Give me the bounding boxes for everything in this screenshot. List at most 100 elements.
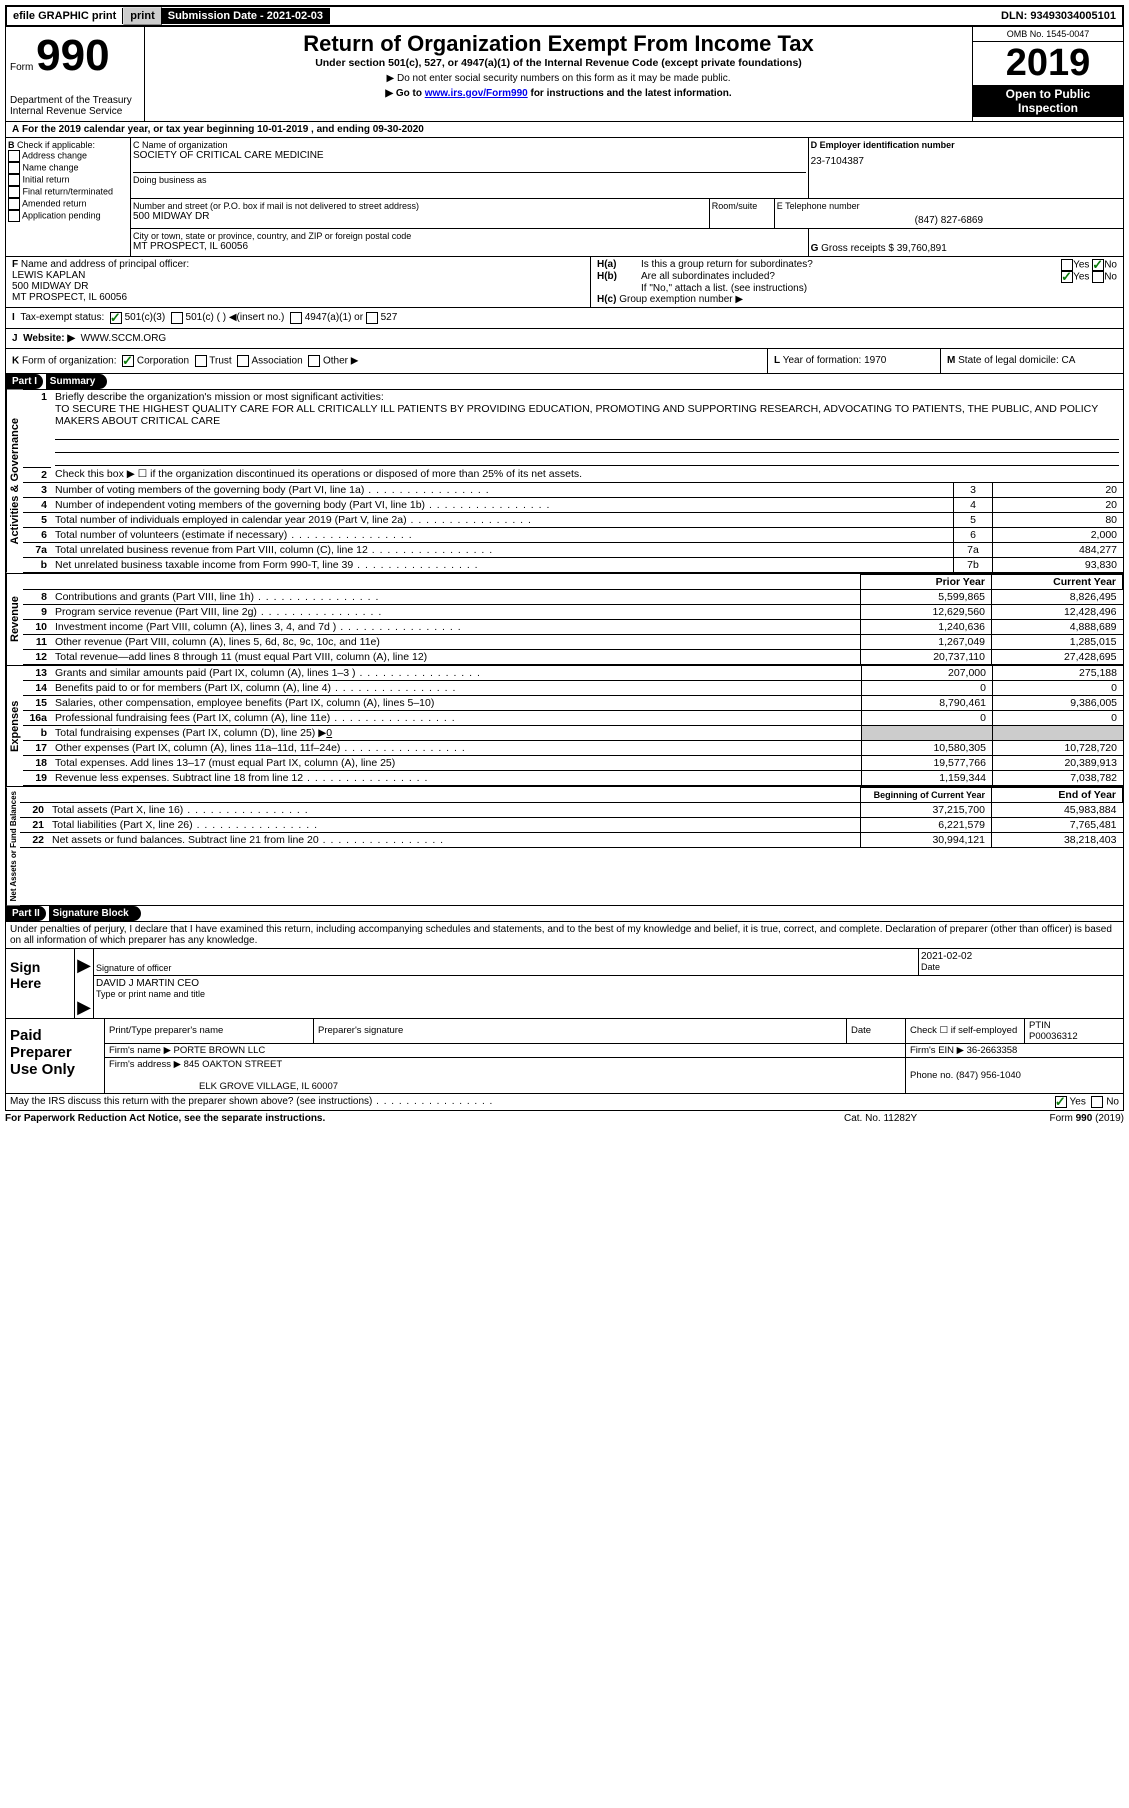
l12-prior: 20,737,110 bbox=[861, 649, 992, 664]
hb-no[interactable] bbox=[1092, 271, 1104, 283]
city: MT PROSPECT, IL 60056 bbox=[133, 241, 806, 252]
irs: Internal Revenue Service bbox=[10, 106, 140, 117]
l22-begin: 30,994,121 bbox=[861, 832, 992, 847]
officer-sig-label: Signature of officer bbox=[96, 963, 916, 973]
submission-date: Submission Date - 2021-02-03 bbox=[162, 8, 330, 24]
hb-yes[interactable] bbox=[1061, 271, 1073, 283]
l12-curr: 27,428,695 bbox=[992, 649, 1123, 664]
state-domicile: CA bbox=[1062, 355, 1076, 366]
l11-prior: 1,267,049 bbox=[861, 634, 992, 649]
form-ref: Form 990 (2019) bbox=[1004, 1113, 1124, 1124]
perjury-text: Under penalties of perjury, I declare th… bbox=[5, 922, 1124, 949]
l8-prior: 5,599,865 bbox=[861, 589, 992, 604]
l21-end: 7,765,481 bbox=[992, 817, 1123, 832]
hc-text: Group exemption number ▶ bbox=[619, 294, 743, 305]
line-2: Check this box ▶ ☐ if the organization d… bbox=[51, 467, 1123, 482]
row-j: J Website: ▶ WWW.SCCM.ORG bbox=[5, 329, 1124, 349]
discuss-row: May the IRS discuss this return with the… bbox=[5, 1094, 1124, 1111]
discuss-no[interactable] bbox=[1091, 1096, 1103, 1108]
l5-val: 80 bbox=[993, 512, 1124, 527]
org-name: SOCIETY OF CRITICAL CARE MEDICINE bbox=[133, 150, 806, 161]
ha-no[interactable] bbox=[1092, 259, 1104, 271]
top-bar: efile GRAPHIC print print Submission Dat… bbox=[5, 5, 1124, 27]
l16a-curr: 0 bbox=[993, 710, 1124, 725]
chk-4947[interactable] bbox=[290, 312, 302, 324]
dln: DLN: 93493034005101 bbox=[995, 8, 1122, 24]
mission-text: TO SECURE THE HIGHEST QUALITY CARE FOR A… bbox=[55, 403, 1098, 427]
gross-receipts: 39,760,891 bbox=[897, 243, 947, 254]
omb: OMB No. 1545-0047 bbox=[973, 27, 1123, 42]
subtitle-2: ▶ Do not enter social security numbers o… bbox=[149, 73, 968, 84]
l19-curr: 7,038,782 bbox=[993, 770, 1124, 785]
l15-curr: 9,386,005 bbox=[993, 695, 1124, 710]
chk-501c3[interactable] bbox=[110, 312, 122, 324]
street-label: Number and street (or P.O. box if mail i… bbox=[133, 201, 707, 211]
sign-here-section: Sign Here ▶▶ Signature of officer 2021-0… bbox=[5, 949, 1124, 1019]
check-applicable-label: Check if applicable: bbox=[17, 140, 95, 150]
irs-link[interactable]: www.irs.gov/Form990 bbox=[425, 88, 528, 99]
room-label: Room/suite bbox=[709, 199, 774, 228]
chk-501c[interactable] bbox=[171, 312, 183, 324]
current-year-header: Current Year bbox=[992, 574, 1123, 589]
row-a: A For the 2019 calendar year, or tax yea… bbox=[5, 122, 1124, 138]
l13-curr: 275,188 bbox=[993, 666, 1124, 681]
l7a-val: 484,277 bbox=[993, 542, 1124, 557]
l22-end: 38,218,403 bbox=[992, 832, 1123, 847]
begin-year-header: Beginning of Current Year bbox=[861, 787, 992, 802]
street: 500 MIDWAY DR bbox=[133, 211, 707, 222]
website[interactable]: WWW.SCCM.ORG bbox=[81, 333, 167, 344]
l19-prior: 1,159,344 bbox=[862, 770, 993, 785]
phone: (847) 827-6869 bbox=[777, 215, 1121, 226]
paid-preparer-section: Paid Preparer Use Only Print/Type prepar… bbox=[5, 1019, 1124, 1094]
form-header: Form 990 Department of the Treasury Inte… bbox=[5, 27, 1124, 122]
section-bg: B Check if applicable: Address change Na… bbox=[5, 138, 1124, 257]
chk-name[interactable] bbox=[8, 162, 20, 174]
chk-pending[interactable] bbox=[8, 210, 20, 222]
l6-val: 2,000 bbox=[993, 527, 1124, 542]
chk-other[interactable] bbox=[308, 355, 320, 367]
l21-begin: 6,221,579 bbox=[861, 817, 992, 832]
chk-address[interactable] bbox=[8, 150, 20, 162]
dba-label: Doing business as bbox=[133, 172, 806, 185]
chk-527[interactable] bbox=[366, 312, 378, 324]
chk-assoc[interactable] bbox=[237, 355, 249, 367]
chk-amended[interactable] bbox=[8, 198, 20, 210]
year-formation: 1970 bbox=[864, 355, 886, 366]
revenue-section: Revenue Prior YearCurrent Year 8Contribu… bbox=[5, 574, 1124, 666]
l14-curr: 0 bbox=[993, 680, 1124, 695]
hb-note: If "No," attach a list. (see instruction… bbox=[597, 283, 1117, 294]
mission-q: Briefly describe the organization's miss… bbox=[55, 391, 384, 403]
chk-initial[interactable] bbox=[8, 174, 20, 186]
l15-prior: 8,790,461 bbox=[862, 695, 993, 710]
dept: Department of the Treasury bbox=[10, 95, 140, 106]
officer-label: Name and address of principal officer: bbox=[21, 259, 189, 270]
expenses-section: Expenses 13Grants and similar amounts pa… bbox=[5, 666, 1124, 787]
hb-text: Are all subordinates included? bbox=[641, 271, 1061, 283]
l3-val: 20 bbox=[993, 482, 1124, 497]
print-button[interactable]: print bbox=[123, 7, 161, 25]
hb-label: H(b) bbox=[597, 271, 641, 283]
page-footer: For Paperwork Reduction Act Notice, see … bbox=[5, 1111, 1124, 1126]
row-i: I Tax-exempt status: 501(c)(3) 501(c) ( … bbox=[5, 308, 1124, 329]
chk-trust[interactable] bbox=[195, 355, 207, 367]
chk-corp[interactable] bbox=[122, 355, 134, 367]
firm-addr: 845 OAKTON STREET bbox=[184, 1059, 283, 1070]
firm-city: ELK GROVE VILLAGE, IL 60007 bbox=[109, 1081, 338, 1092]
officer-printed-name: DAVID J MARTIN CEO bbox=[96, 978, 1121, 989]
sig-date: 2021-02-02 bbox=[921, 951, 1121, 962]
cat-no: Cat. No. 11282Y bbox=[844, 1113, 1004, 1124]
subtitle-3: ▶ Go to www.irs.gov/Form990 for instruct… bbox=[149, 88, 968, 99]
city-label: City or town, state or province, country… bbox=[133, 231, 806, 241]
discuss-yes[interactable] bbox=[1055, 1096, 1067, 1108]
ein-label: D Employer identification number bbox=[811, 140, 1121, 150]
open-to-public: Open to Public Inspection bbox=[973, 85, 1123, 117]
ha-label: H(a) bbox=[597, 259, 641, 271]
sign-here-label: Sign Here bbox=[6, 949, 75, 1018]
officer-addr2: MT PROSPECT, IL 60056 bbox=[12, 292, 127, 303]
l9-prior: 12,629,560 bbox=[861, 604, 992, 619]
l17-curr: 10,728,720 bbox=[993, 740, 1124, 755]
paid-preparer-label: Paid Preparer Use Only bbox=[6, 1019, 105, 1093]
part-ii-header: Part II Signature Block bbox=[5, 906, 1124, 922]
chk-final[interactable] bbox=[8, 186, 20, 198]
l16a-prior: 0 bbox=[862, 710, 993, 725]
